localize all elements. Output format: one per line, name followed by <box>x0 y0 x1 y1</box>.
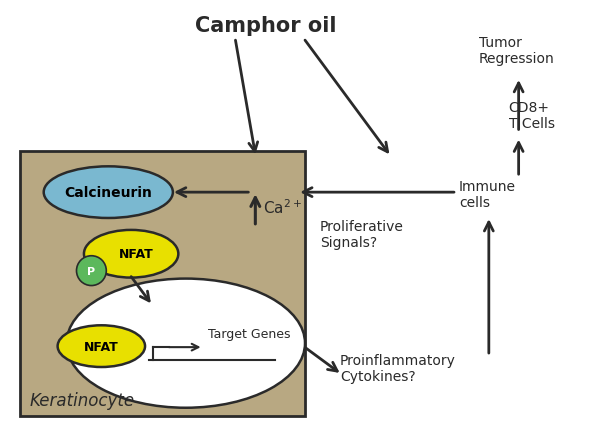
Text: Keratinocyte: Keratinocyte <box>30 391 135 409</box>
Ellipse shape <box>44 167 173 218</box>
Text: NFAT: NFAT <box>119 248 154 261</box>
Text: Calcineurin: Calcineurin <box>64 186 152 200</box>
Text: P: P <box>87 266 95 276</box>
Text: NFAT: NFAT <box>84 340 119 353</box>
Text: Proinflammatory
Cytokines?: Proinflammatory Cytokines? <box>340 353 456 384</box>
Text: Proliferative
Signals?: Proliferative Signals? <box>320 219 404 249</box>
Text: Tumor
Regression: Tumor Regression <box>479 36 554 66</box>
Ellipse shape <box>58 326 145 367</box>
Ellipse shape <box>84 230 178 278</box>
Ellipse shape <box>77 256 106 286</box>
Text: Immune
cells: Immune cells <box>459 180 516 210</box>
Text: Ca$^{2+}$: Ca$^{2+}$ <box>263 198 302 217</box>
FancyBboxPatch shape <box>20 152 305 416</box>
Text: CD8+
T Cells: CD8+ T Cells <box>508 100 554 130</box>
Text: Target Genes: Target Genes <box>208 327 290 341</box>
Ellipse shape <box>66 279 305 408</box>
Text: Camphor oil: Camphor oil <box>195 16 336 36</box>
